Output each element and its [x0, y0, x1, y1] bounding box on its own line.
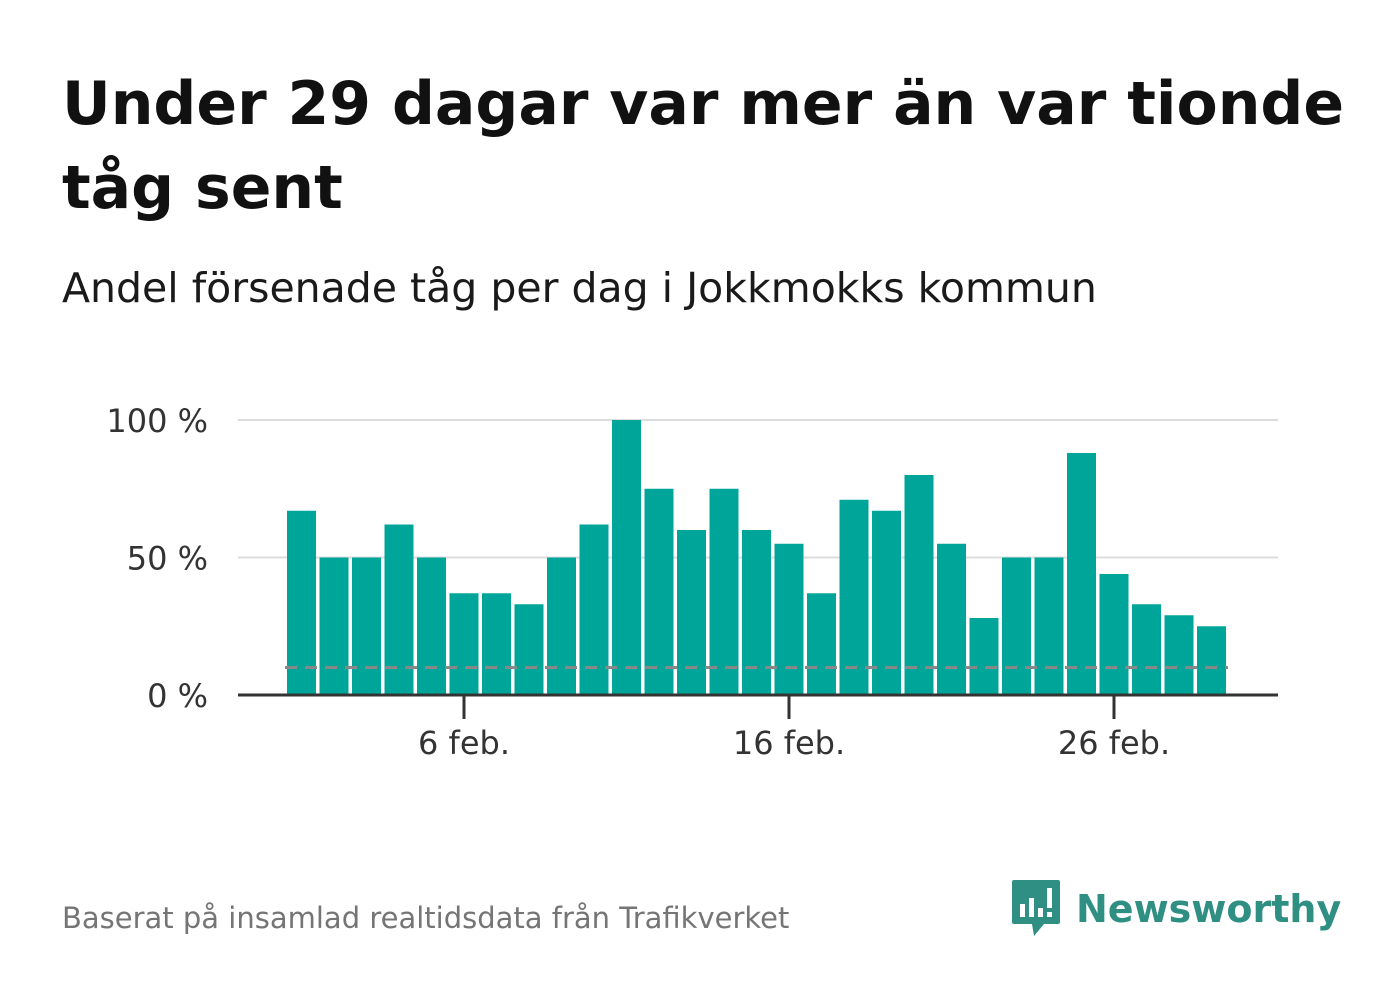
bar-2024-02-07 — [482, 593, 511, 695]
source-note: Baserat på insamlad realtidsdata från Tr… — [62, 901, 790, 935]
x-tick-label-2024-02-06: 6 feb. — [418, 724, 510, 762]
bars — [287, 420, 1226, 695]
bar-2024-02-06 — [449, 593, 479, 695]
bar-2024-02-27 — [1132, 604, 1161, 695]
y-tick-labels: 0 % 50 % 100 % — [106, 402, 208, 715]
x-tick-labels: 6 feb. 16 feb. 26 feb. — [418, 724, 1170, 762]
bar-2024-02-26 — [1099, 574, 1129, 695]
x-tick-label-2024-02-16: 16 feb. — [733, 724, 845, 762]
chart-title: Under 29 dagar var mer än var tionde tåg… — [62, 69, 1345, 223]
x-tick-label-2024-02-26: 26 feb. — [1058, 724, 1170, 762]
brand-logo: Newsworthy — [1010, 878, 1341, 940]
bar-2024-02-21 — [937, 543, 966, 695]
bar-2024-02-20 — [904, 475, 934, 695]
bar-2024-02-01 — [287, 510, 316, 695]
bar-2024-02-11 — [612, 420, 641, 695]
bar-2024-02-09 — [547, 557, 576, 695]
bar-2024-02-25 — [1067, 453, 1096, 695]
y-tick-label-100: 100 % — [106, 402, 208, 440]
bar-2024-02-04 — [384, 524, 414, 695]
bar-2024-02-17 — [807, 593, 836, 695]
bar-2024-02-19 — [872, 510, 901, 695]
bar-2024-02-05 — [417, 557, 446, 695]
newsworthy-chart-bubble-icon — [1012, 880, 1060, 936]
bar-2024-02-28 — [1164, 615, 1194, 695]
bar-chart: 0 % 50 % 100 % 6 feb. 16 feb. 26 feb. — [106, 402, 1278, 762]
bar-2024-02-23 — [1002, 557, 1031, 695]
bar-2024-02-18 — [839, 499, 869, 695]
bar-2024-02-15 — [742, 530, 771, 695]
chart-subtitle: Andel försenade tåg per dag i Jokkmokks … — [62, 264, 1097, 312]
bar-2024-02-16 — [774, 543, 804, 695]
bar-2024-02-08 — [514, 604, 544, 695]
x-axis — [238, 693, 1278, 719]
bar-2024-02-02 — [319, 557, 349, 695]
bar-2024-02-24 — [1034, 557, 1064, 695]
bar-2024-02-29 — [1197, 626, 1226, 695]
bar-2024-02-12 — [644, 488, 674, 695]
y-tick-label-50: 50 % — [127, 540, 208, 578]
bar-2024-02-22 — [969, 618, 999, 695]
bar-2024-02-10 — [579, 524, 609, 695]
bar-2024-02-03 — [352, 557, 381, 695]
bar-2024-02-13 — [677, 530, 706, 695]
y-tick-label-0: 0 % — [147, 677, 208, 715]
bar-2024-02-14 — [709, 488, 739, 695]
brand-name: Newsworthy — [1076, 887, 1342, 931]
